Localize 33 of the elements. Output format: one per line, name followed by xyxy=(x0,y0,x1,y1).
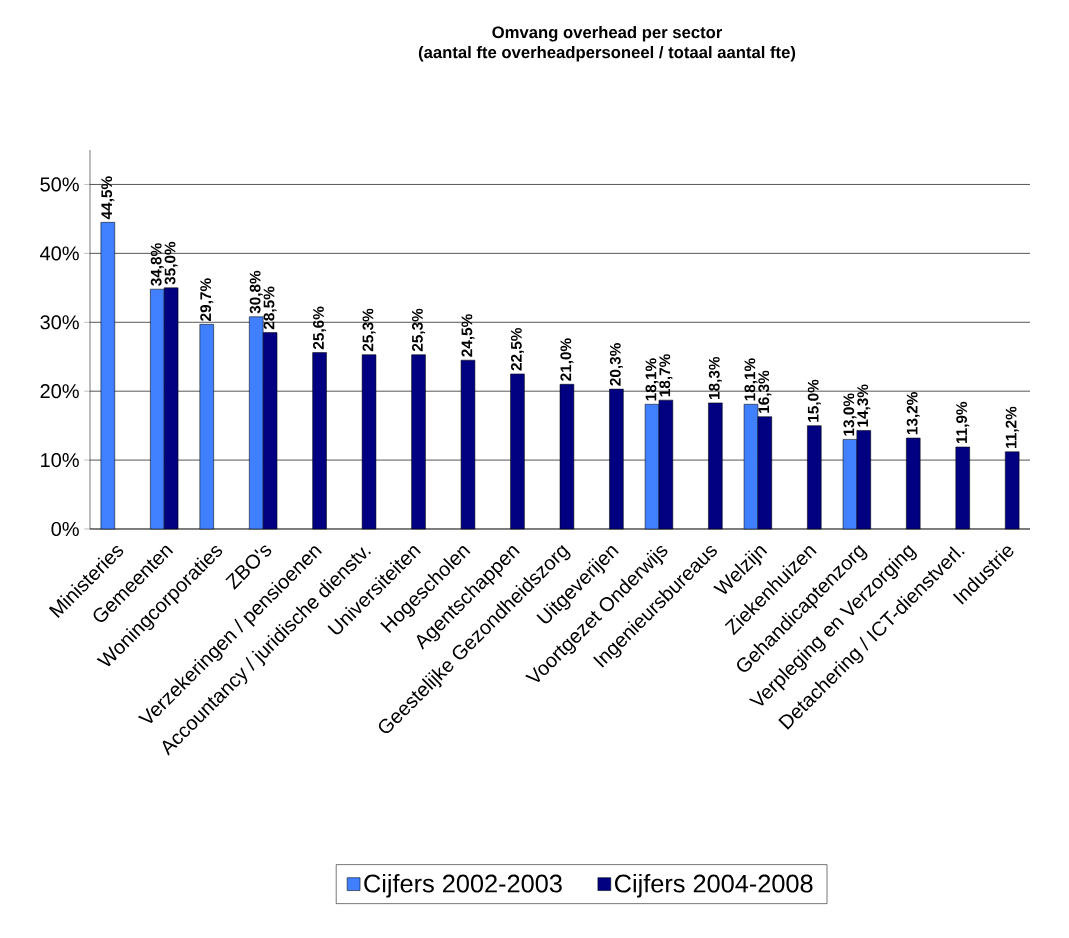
y-tick-label: 40% xyxy=(40,246,79,261)
y-tick-label: 0% xyxy=(51,521,79,537)
data-label: 18,3% xyxy=(708,356,722,399)
data-label: 29,7% xyxy=(200,278,214,321)
data-label: 34,8% xyxy=(150,243,164,286)
data-label: 25,6% xyxy=(313,306,327,350)
data-label: 25,3% xyxy=(362,308,376,352)
data-label: 20,3% xyxy=(609,343,623,386)
data-label: 18,1% xyxy=(744,358,758,401)
data-label: 18,1% xyxy=(645,358,659,401)
data-label: 30,8% xyxy=(249,270,263,314)
y-tick-label: 50% xyxy=(40,177,79,192)
legend-label: Cijfers 2004-2008 xyxy=(614,873,813,898)
data-label: 16,3% xyxy=(758,370,772,413)
data-label: 18,7% xyxy=(659,354,673,397)
data-label: 35,0% xyxy=(164,241,178,285)
data-label: 25,3% xyxy=(411,308,426,352)
data-label: 14,3% xyxy=(857,384,871,427)
y-tick-label: 20% xyxy=(40,384,79,399)
data-label: 13,2% xyxy=(906,392,920,435)
data-label: 21,0% xyxy=(560,338,574,381)
data-label: 28,5% xyxy=(263,286,277,330)
y-tick-label: 30% xyxy=(40,315,79,330)
data-label: 11,9% xyxy=(956,401,970,444)
chart-title: Omvang overhead per sector (aantal fte overheadpersoneel / totaal aantal fte) xyxy=(418,25,796,62)
data-label: 44,5% xyxy=(101,176,115,220)
legend-label: Cijfers 2002-2003 xyxy=(364,873,562,898)
data-label: 15,0% xyxy=(807,379,821,422)
data-label: 22,5% xyxy=(510,327,524,371)
data-label: 24,5% xyxy=(461,314,475,357)
data-label: 13,0% xyxy=(843,393,857,436)
data-label: 11,2% xyxy=(1005,406,1019,448)
y-tick-label: 10% xyxy=(41,453,79,468)
